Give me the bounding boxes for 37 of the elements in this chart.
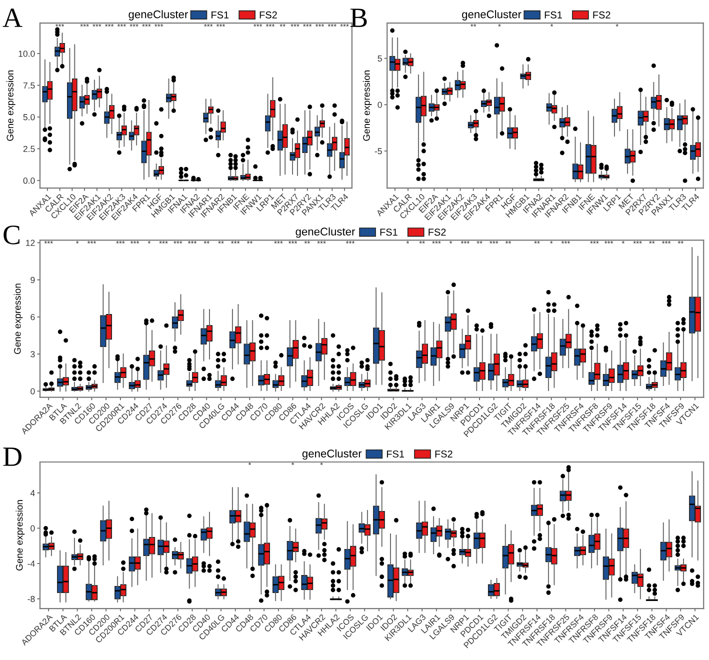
y-tick-label: 0 — [30, 525, 35, 532]
chart-title: A — [2, 8, 22, 27]
y-tick-label: 4 — [30, 490, 35, 496]
legend-title: geneCluster — [302, 449, 362, 460]
y-tick-label: 5.0 — [23, 114, 35, 120]
y-axis-title: Gene expression — [362, 70, 372, 141]
legend-label: FS1 — [212, 11, 229, 18]
y-tick-label: 6 — [30, 314, 35, 320]
chart-title: C — [4, 226, 20, 244]
y-tick-label: -8 — [28, 596, 35, 602]
y-tick-label: 0 — [378, 102, 382, 108]
legend-label: FS2 — [435, 450, 452, 458]
y-tick-label: 7.5 — [23, 82, 35, 89]
legend-label: FS2 — [428, 228, 446, 236]
legend-title: geneCluster — [296, 227, 356, 238]
y-axis-title: Gene expression — [16, 500, 25, 570]
legend-label: FS1 — [386, 450, 404, 458]
y-tick-label: 0 — [30, 388, 35, 394]
y-tick-label: 9 — [30, 276, 35, 284]
y-tick-label: 0.0 — [23, 178, 35, 184]
legend-label: FS2 — [260, 11, 277, 18]
y-tick-label: 2.5 — [23, 146, 35, 152]
y-tick-label: 12 — [26, 240, 35, 246]
y-tick-label: -5 — [374, 148, 382, 154]
y-axis-title: Gene expression — [14, 284, 23, 354]
y-tick-label: -4 — [28, 560, 35, 567]
chart-title: B — [350, 8, 367, 27]
legend-label: FS1 — [380, 228, 398, 236]
chart-title: D — [3, 448, 22, 466]
y-tick-label: 10.0 — [18, 50, 35, 57]
y-tick-label: 5 — [378, 55, 382, 62]
y-tick-label: 3 — [30, 351, 35, 358]
legend-label: FS1 — [544, 11, 562, 18]
legend-title: geneCluster — [128, 10, 188, 20]
y-axis-title: Gene expression — [6, 70, 16, 141]
legend-title: geneCluster — [462, 10, 522, 20]
legend-label: FS2 — [593, 11, 610, 18]
